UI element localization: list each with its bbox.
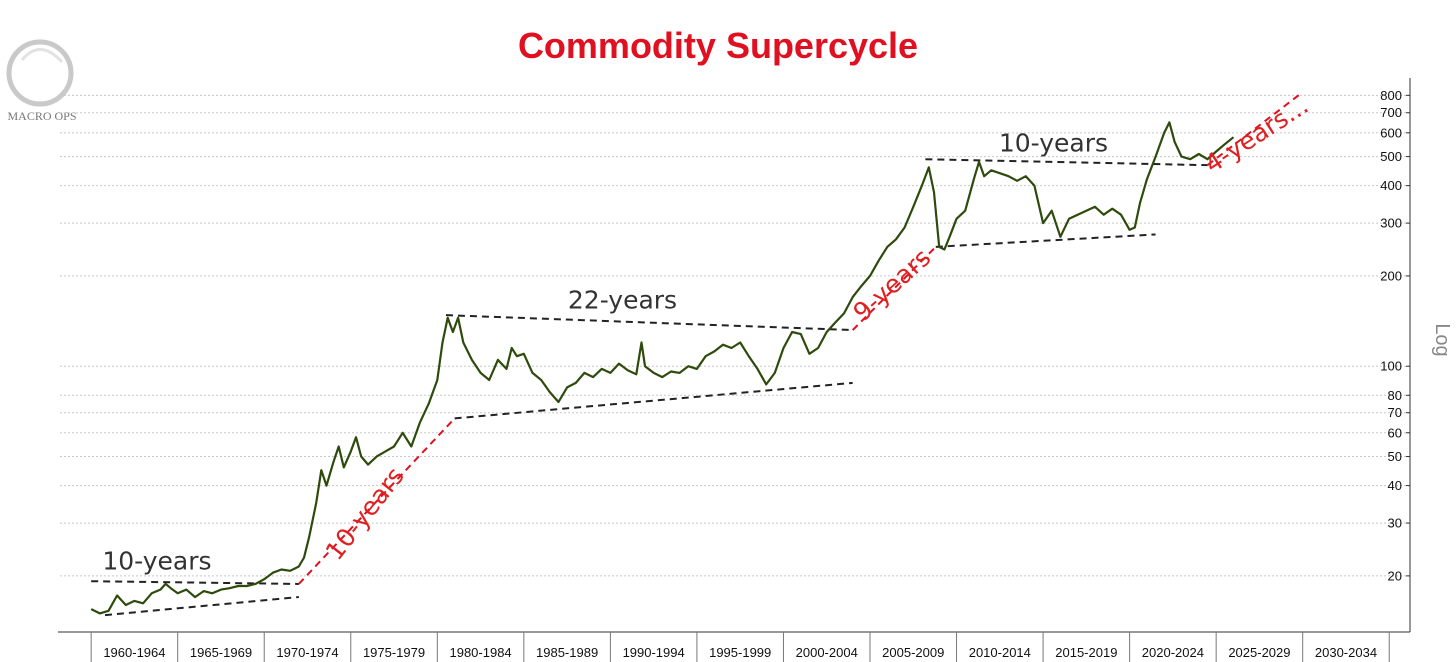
trendlines	[91, 91, 1304, 617]
red-trendline	[851, 246, 937, 331]
y-tick-label: 300	[1380, 216, 1402, 231]
black-trendline	[454, 381, 853, 420]
x-tick-label: 1985-1989	[536, 645, 598, 660]
x-tick-label: 1960-1964	[103, 645, 165, 660]
x-tick-label: 2030-2034	[1315, 645, 1377, 660]
y-tick-label: 700	[1380, 105, 1402, 120]
macro-ops-logo: MACRO OPS	[6, 39, 77, 123]
x-tick-label: 1990-1994	[623, 645, 685, 660]
x-tick-label: 2025-2029	[1228, 645, 1290, 660]
series-layer	[90, 121, 1235, 615]
black-trendline	[91, 580, 299, 585]
black-trendline	[445, 314, 853, 332]
x-tick-label: 1970-1974	[276, 645, 338, 660]
annotation-label: 22-years	[568, 285, 677, 314]
y-tick-label: 100	[1380, 359, 1402, 374]
x-tick-label: 1965-1969	[190, 645, 252, 660]
red-trendline	[1206, 91, 1304, 166]
x-tick-label: 1980-1984	[449, 645, 511, 660]
annotation-label: 10-years	[999, 128, 1108, 157]
y-tick-label: 80	[1388, 388, 1402, 403]
y-tick-label: 70	[1388, 405, 1402, 420]
y-tick-label: 500	[1380, 149, 1402, 164]
x-tick-label: 2015-2019	[1055, 645, 1117, 660]
y-tick-label: 200	[1380, 268, 1402, 283]
chart-title: Commodity Supercycle	[518, 25, 918, 66]
black-trendline	[104, 596, 299, 617]
x-tick-label: 1975-1979	[363, 645, 425, 660]
y-scale-label: Log	[1431, 323, 1453, 356]
black-trendline	[935, 233, 1156, 248]
x-axis: 1960-1964 1965-1969 1970-1974 1975-1979 1980…	[58, 631, 1410, 662]
y-tick-label: 800	[1380, 88, 1402, 103]
y-tick-label: 40	[1388, 478, 1402, 493]
y-tick-label: 50	[1388, 449, 1402, 464]
red-trendline	[298, 417, 456, 585]
x-tick-label: 1995-1999	[709, 645, 771, 660]
x-tick-label: 2000-2004	[796, 645, 858, 660]
series-line	[90, 121, 1235, 615]
y-tick-label: 600	[1380, 125, 1402, 140]
y-tick-label: 400	[1380, 178, 1402, 193]
y-tick-label: 60	[1388, 425, 1402, 440]
x-tick-label: 2010-2014	[969, 645, 1031, 660]
y-tick-label: 30	[1388, 516, 1402, 531]
logo-text: MACRO OPS	[7, 109, 76, 123]
x-tick-label: 2005-2009	[882, 645, 944, 660]
x-tick-label: 2020-2024	[1142, 645, 1204, 660]
gridlines	[60, 94, 1410, 577]
y-tick-label: 20	[1388, 568, 1402, 583]
y-axis: 20 30 40 50 60 70 80 100 200 300 400 500 600 700 800	[1380, 78, 1411, 632]
annotation-label: 10-years	[102, 547, 211, 576]
